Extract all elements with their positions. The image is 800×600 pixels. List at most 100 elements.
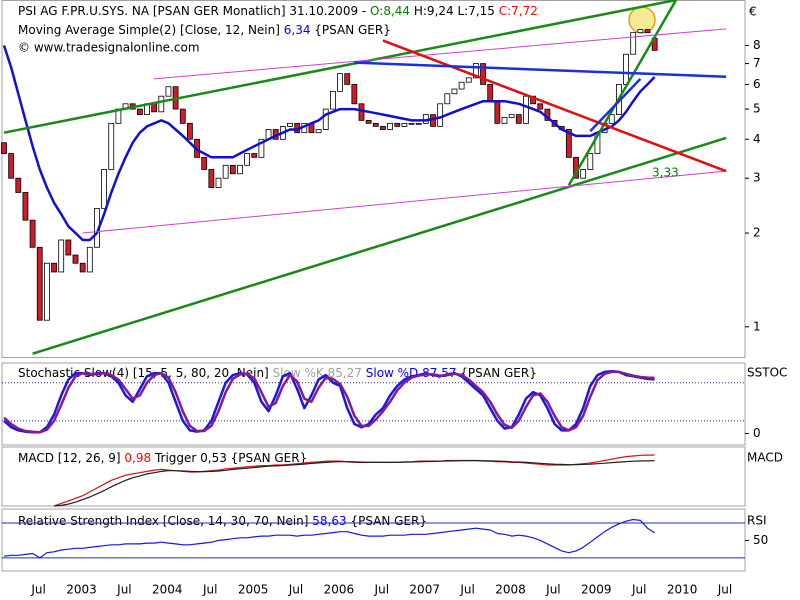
candle — [1, 142, 7, 154]
candle — [608, 114, 615, 124]
candle — [530, 95, 536, 105]
candle — [501, 117, 508, 124]
x-tick-label: Jul — [30, 583, 45, 597]
candle — [215, 177, 222, 188]
pane-label: RSI — [747, 514, 767, 528]
x-tick-label: 2008 — [495, 583, 526, 597]
indicator-line — [3, 518, 655, 559]
candle — [108, 122, 115, 170]
title-segment: PSI AG F.PR.U.SYS. NA [PSAN GER Monatlic… — [18, 4, 370, 18]
title-segment: Stochastic Slow(4) [15, 5, 5, 80, 20, Ne… — [18, 366, 273, 380]
macd-pane — [1, 446, 746, 507]
candle — [287, 122, 293, 127]
indicator-line — [3, 370, 655, 434]
candle — [165, 86, 172, 97]
candle — [229, 164, 236, 175]
candle — [136, 108, 143, 116]
candle — [22, 192, 29, 221]
title-segment: Moving Average Simple(2) [Close, 12, Nei… — [18, 23, 284, 37]
candle — [158, 95, 165, 113]
candle — [58, 239, 65, 273]
title-segment: O:8,44 — [370, 4, 410, 18]
candle — [487, 84, 494, 102]
candle — [65, 239, 72, 256]
x-tick-label: 2005 — [238, 583, 269, 597]
moving-average-line — [2, 45, 656, 242]
title-segment: {PSAN GER} — [310, 23, 390, 37]
trend-line — [154, 28, 727, 80]
candle — [444, 93, 451, 105]
candle — [472, 63, 479, 79]
x-tick-label: Jul — [717, 583, 732, 597]
candle — [394, 122, 401, 127]
candle — [329, 90, 336, 110]
plot-layer: PSI AG F.PR.U.SYS. NA [PSAN GER Monatlic… — [1, 0, 787, 597]
candle — [644, 29, 651, 34]
pane-label: MACD — [747, 451, 783, 465]
highlight-circle — [628, 6, 656, 34]
x-tick-label: 2010 — [667, 583, 698, 597]
y-tick-label: 0 — [753, 426, 761, 440]
title-segment: 58,63 — [312, 514, 346, 528]
candle — [565, 129, 572, 158]
indicator-line — [54, 460, 655, 507]
y-tick-label: 6 — [753, 77, 761, 91]
title-segment: Relative Strength Index [Close, 14, 30, … — [18, 514, 312, 528]
title-segment: MACD [12, 26, 9] — [18, 451, 124, 465]
candle — [508, 114, 515, 118]
candle — [415, 122, 422, 125]
candle — [29, 219, 36, 248]
y-tick-label: 2 — [753, 226, 761, 240]
title-segment: Slow %K 85,27 — [273, 366, 362, 380]
candle — [244, 153, 251, 166]
candle — [222, 164, 229, 179]
rsi-pane — [1, 508, 746, 572]
title-segment: 0,98 — [124, 451, 151, 465]
candle — [401, 122, 408, 127]
pane-title: Relative Strength Index [Close, 14, 30, … — [18, 514, 427, 528]
pane-title: MACD [12, 26, 9] 0,98 Trigger 0,53 {PSAN… — [18, 451, 307, 465]
candle — [51, 262, 57, 273]
candle — [458, 81, 465, 90]
candle — [408, 122, 415, 125]
candle — [151, 103, 158, 113]
candle — [494, 100, 501, 124]
y-tick-label: 7 — [753, 56, 761, 70]
candle — [86, 246, 93, 273]
candle — [186, 122, 193, 140]
x-tick-label: 2003 — [66, 583, 97, 597]
candle — [380, 125, 386, 130]
title-segment: {PSAN GER} — [456, 366, 536, 380]
candle — [315, 129, 322, 134]
x-tick-label: Jul — [631, 583, 646, 597]
x-tick-label: 2009 — [581, 583, 612, 597]
candle — [465, 77, 472, 83]
candle — [587, 153, 594, 170]
candle — [515, 114, 522, 124]
y-tick-label: 5 — [753, 102, 761, 116]
candle — [8, 153, 15, 179]
candle — [372, 122, 379, 127]
candle — [101, 169, 107, 209]
y-tick-label: 3 — [753, 171, 761, 185]
candle — [79, 262, 86, 273]
title-segment: {PSAN GER} — [347, 514, 427, 528]
x-tick-label: Jul — [374, 583, 389, 597]
trend-line — [3, 0, 677, 134]
candle — [179, 108, 186, 124]
trend-line — [567, 0, 678, 186]
candle — [258, 138, 265, 158]
candle — [36, 246, 43, 321]
y-unit: € — [749, 5, 757, 19]
candle — [537, 103, 544, 110]
candle — [637, 29, 644, 34]
y-tick-label: 50 — [753, 533, 768, 547]
title-segment: C:7,72 — [499, 4, 538, 18]
candle — [365, 119, 372, 124]
title-segment: H:9,24 L:7,15 — [410, 4, 499, 18]
x-tick-label: 2007 — [409, 583, 440, 597]
pane-title: Moving Average Simple(2) [Close, 12, Nei… — [18, 23, 391, 37]
candle — [437, 103, 444, 127]
trend-line — [589, 78, 642, 132]
